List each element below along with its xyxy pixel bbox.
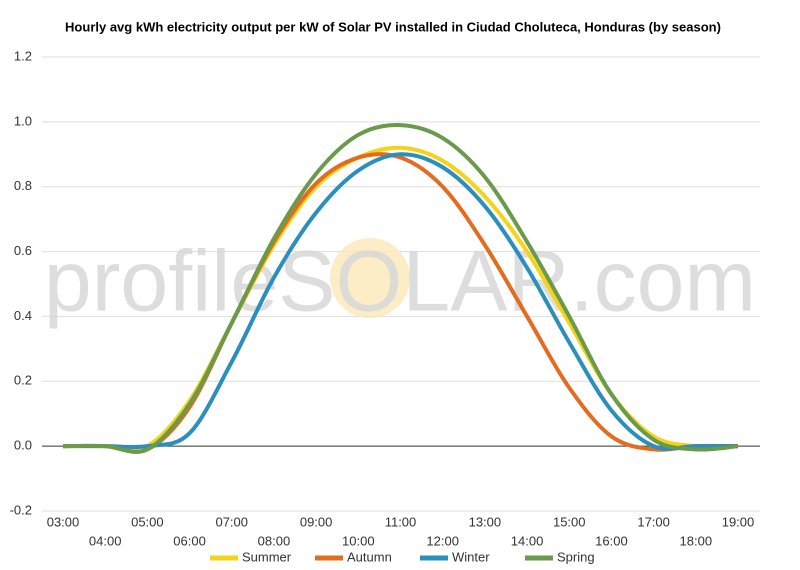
watermark: profileSOLAR.com <box>44 234 756 330</box>
y-tick-label: -0.2 <box>10 502 32 517</box>
y-tick-label: 1.2 <box>14 48 32 63</box>
x-tick-label: 17:00 <box>637 514 670 529</box>
watermark-sun <box>330 238 410 318</box>
x-tick-label: 03:00 <box>47 514 80 529</box>
y-tick-label: 0.8 <box>14 178 32 193</box>
legend-label: Autumn <box>347 549 392 564</box>
legend-label: Summer <box>242 549 292 564</box>
x-tick-label: 09:00 <box>300 514 333 529</box>
y-tick-label: 0.2 <box>14 373 32 388</box>
x-tick-label: 16:00 <box>595 533 628 548</box>
x-tick-label: 19:00 <box>722 514 755 529</box>
x-tick-label: 06:00 <box>173 533 206 548</box>
y-tick-label: 0.0 <box>14 438 32 453</box>
chart-title: Hourly avg kWh electricity output per kW… <box>65 19 721 34</box>
x-tick-label: 18:00 <box>680 533 713 548</box>
series-line <box>63 152 738 451</box>
legend-label: Spring <box>557 549 595 564</box>
x-tick-label: 07:00 <box>215 514 248 529</box>
x-tick-label: 11:00 <box>385 514 417 529</box>
y-tick-label: 0.6 <box>14 243 32 258</box>
legend-label: Winter <box>452 549 490 564</box>
x-tick-label: 08:00 <box>258 533 291 548</box>
x-tick-label: 10:00 <box>342 533 375 548</box>
y-tick-label: 1.0 <box>14 113 32 128</box>
x-tick-label: 05:00 <box>131 514 164 529</box>
y-tick-label: 0.4 <box>14 308 32 323</box>
x-tick-label: 04:00 <box>89 533 122 548</box>
x-tick-label: 14:00 <box>511 533 544 548</box>
series-line <box>62 123 739 454</box>
x-tick-label: 15:00 <box>553 514 586 529</box>
x-tick-label: 13:00 <box>469 514 502 529</box>
x-tick-label: 12:00 <box>426 533 459 548</box>
